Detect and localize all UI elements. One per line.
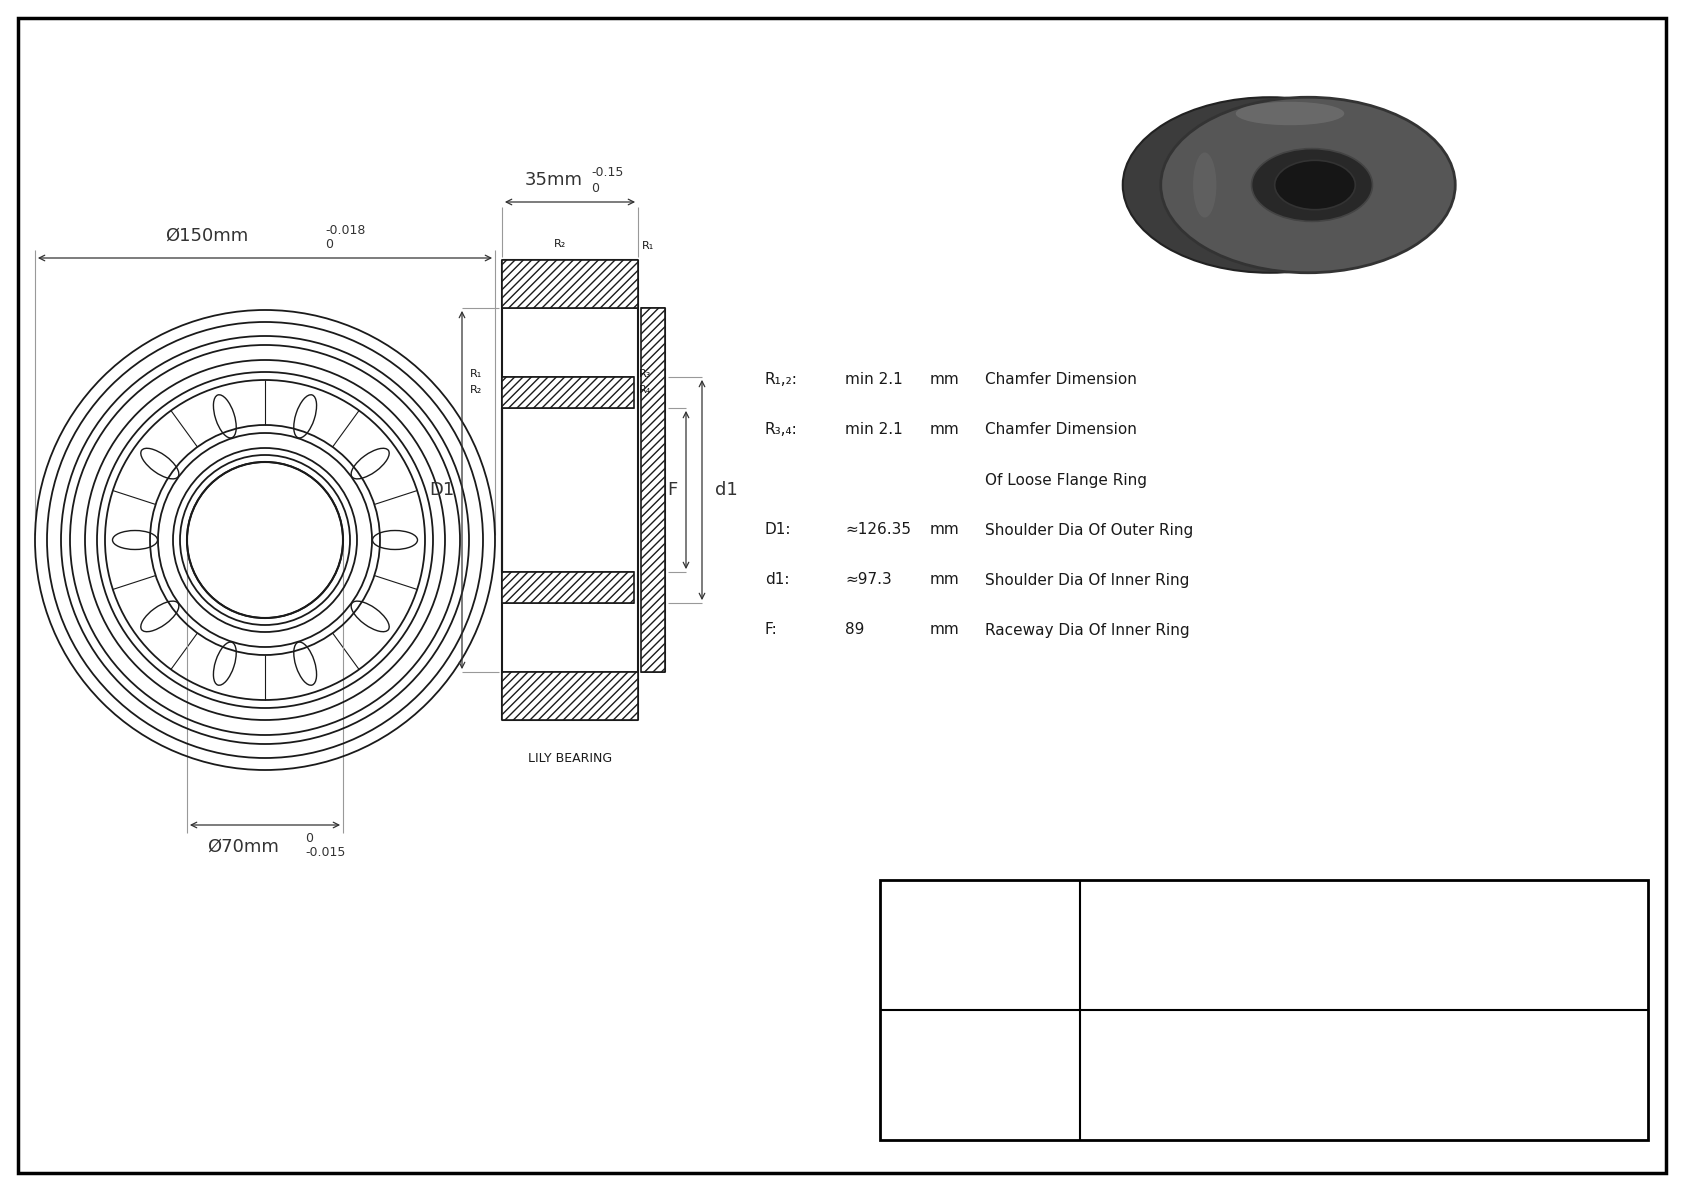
Text: ≈97.3: ≈97.3 — [845, 573, 893, 587]
Ellipse shape — [1211, 149, 1332, 222]
Text: mm: mm — [930, 523, 960, 537]
Text: 0: 0 — [591, 181, 600, 194]
Text: 0: 0 — [325, 237, 333, 250]
Text: Ø150mm: Ø150mm — [165, 227, 249, 245]
Bar — [642, 308, 665, 672]
Text: mm: mm — [930, 423, 960, 437]
Text: mm: mm — [930, 373, 960, 387]
Text: min 2.1: min 2.1 — [845, 423, 903, 437]
Text: Ø70mm: Ø70mm — [207, 838, 280, 856]
Text: R₄: R₄ — [638, 385, 652, 395]
Text: d1: d1 — [716, 481, 738, 499]
Text: LILY BEARING: LILY BEARING — [529, 752, 611, 765]
Circle shape — [189, 464, 340, 616]
Text: Raceway Dia Of Inner Ring: Raceway Dia Of Inner Ring — [985, 623, 1189, 637]
Text: F: F — [667, 481, 677, 499]
Bar — [502, 672, 638, 721]
Bar — [881, 881, 1647, 1139]
Ellipse shape — [1251, 149, 1372, 222]
Text: R₁: R₁ — [470, 369, 482, 379]
Text: 0: 0 — [305, 833, 313, 846]
Text: ≈126.35: ≈126.35 — [845, 523, 911, 537]
Text: Shoulder Dia Of Outer Ring: Shoulder Dia Of Outer Ring — [985, 523, 1194, 537]
Text: F:: F: — [765, 623, 778, 637]
Text: Chamfer Dimension: Chamfer Dimension — [985, 373, 1137, 387]
Text: min 2.1: min 2.1 — [845, 373, 903, 387]
Ellipse shape — [1275, 161, 1356, 210]
Text: Chamfer Dimension: Chamfer Dimension — [985, 423, 1137, 437]
Circle shape — [30, 305, 500, 775]
Text: mm: mm — [930, 623, 960, 637]
Text: -0.15: -0.15 — [591, 166, 623, 179]
Bar — [502, 378, 633, 409]
Text: mm: mm — [930, 573, 960, 587]
Text: R₁,₂:: R₁,₂: — [765, 373, 798, 387]
Text: 89: 89 — [845, 623, 864, 637]
Bar — [502, 572, 633, 603]
Text: LILY: LILY — [909, 1045, 1051, 1106]
Bar — [881, 880, 1649, 1140]
Text: R₂: R₂ — [554, 239, 566, 249]
Text: D1: D1 — [429, 481, 455, 499]
Text: 35mm: 35mm — [525, 172, 583, 189]
Text: D1:: D1: — [765, 523, 791, 537]
Text: R₁: R₁ — [642, 241, 655, 251]
Ellipse shape — [1160, 98, 1455, 273]
Text: -0.018: -0.018 — [325, 224, 365, 237]
Ellipse shape — [1236, 101, 1344, 125]
Text: NUP 314 ECML Cylindrical Roller Bearings: NUP 314 ECML Cylindrical Roller Bearings — [1175, 936, 1553, 954]
Text: Shoulder Dia Of Inner Ring: Shoulder Dia Of Inner Ring — [985, 573, 1189, 587]
Text: -0.015: -0.015 — [305, 847, 345, 860]
Bar — [502, 260, 638, 308]
Text: Of Loose Flange Ring: Of Loose Flange Ring — [985, 473, 1147, 487]
Ellipse shape — [1123, 98, 1418, 273]
Text: ®: ® — [1049, 1036, 1068, 1054]
Text: d1:: d1: — [765, 573, 790, 587]
Text: R₃,₄:: R₃,₄: — [765, 423, 798, 437]
Text: Email: lilybearing@lily-bearing.com: Email: lilybearing@lily-bearing.com — [1241, 1086, 1487, 1100]
Text: R₂: R₂ — [470, 385, 482, 395]
Text: Part
Number: Part Number — [946, 925, 1014, 965]
Text: R₃: R₃ — [638, 369, 652, 379]
Ellipse shape — [1194, 152, 1216, 218]
Text: SHANGHAI LILY BEARING LIMITED: SHANGHAI LILY BEARING LIMITED — [1196, 1050, 1532, 1068]
